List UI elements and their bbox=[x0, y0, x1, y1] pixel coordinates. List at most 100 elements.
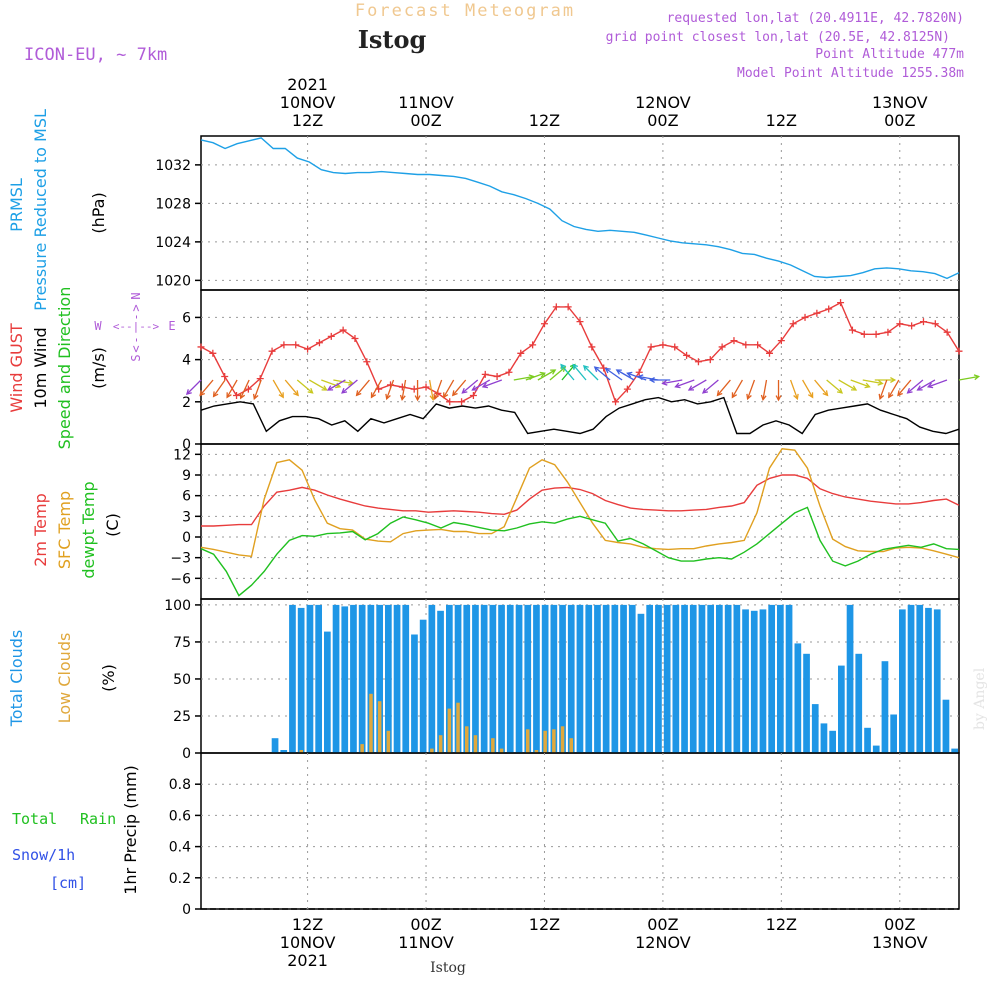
wind-arrow-head bbox=[341, 387, 348, 394]
wind-arrow-head bbox=[687, 385, 695, 391]
wind-arrow-head bbox=[560, 363, 567, 370]
gust-marker bbox=[837, 299, 845, 307]
total-clouds-bar bbox=[541, 604, 549, 753]
compass-e: E bbox=[168, 319, 175, 333]
gust-marker bbox=[540, 320, 548, 328]
gust-marker bbox=[197, 343, 205, 351]
wind-direction-arrow bbox=[850, 379, 870, 388]
bottom-time-label: 12Z bbox=[292, 915, 323, 934]
bottom-time-label: 00Z bbox=[884, 915, 915, 934]
wind-arrow-head bbox=[850, 385, 858, 391]
top-time-label: 12Z bbox=[292, 111, 323, 130]
total-clouds-bar bbox=[559, 604, 566, 753]
total-clouds-bar bbox=[585, 604, 593, 753]
low-clouds-bar bbox=[499, 748, 504, 753]
wind-arrow-head bbox=[604, 367, 611, 374]
wind-direction-arrow bbox=[327, 379, 346, 391]
gust-marker bbox=[529, 341, 537, 349]
total-clouds-bar bbox=[689, 604, 697, 753]
wind-arrow-head bbox=[615, 369, 622, 375]
pressure-panel: 1020 1024 1028 1032 bbox=[155, 135, 960, 291]
wind-arrow-head bbox=[550, 369, 557, 375]
gust-marker bbox=[919, 318, 927, 326]
wind-arrow-head bbox=[877, 379, 884, 386]
gust-marker bbox=[671, 343, 679, 351]
wind-arrow-head bbox=[822, 390, 829, 397]
wind-arrow-head bbox=[648, 377, 655, 383]
wind-arrow-head bbox=[807, 392, 814, 399]
wind-direction-arrow bbox=[958, 375, 979, 381]
gust-marker bbox=[209, 349, 217, 357]
y-tick-label: 25 bbox=[173, 709, 191, 725]
low-clouds-bar bbox=[360, 744, 364, 753]
y-tick-label: 12 bbox=[173, 447, 191, 463]
wind-direction-arrow bbox=[927, 379, 948, 388]
total-clouds-bar bbox=[672, 604, 680, 753]
wind-direction-arrow bbox=[826, 379, 843, 394]
gust-marker bbox=[446, 398, 454, 406]
wind-arrow-head bbox=[471, 385, 478, 391]
precip-unit-label: 1hr Precip (mm) bbox=[121, 765, 140, 895]
gust-marker bbox=[221, 372, 229, 380]
wind-arrow-head bbox=[888, 392, 894, 399]
y-tick-label: 0.6 bbox=[169, 808, 191, 824]
wind-direction-arrow bbox=[253, 379, 262, 400]
wind-arrow-head bbox=[760, 394, 767, 402]
wind-direction-arrow bbox=[537, 369, 556, 381]
gust-marker bbox=[576, 318, 584, 326]
total-clouds-bar bbox=[742, 609, 749, 753]
precip-frame bbox=[200, 752, 960, 910]
total-clouds-bar bbox=[811, 704, 819, 753]
total-clouds-bar bbox=[454, 604, 462, 753]
wind-arrow-head bbox=[326, 385, 334, 391]
top-time-label: 00Z bbox=[647, 111, 678, 130]
low-clouds-bar bbox=[526, 729, 530, 753]
bottom-time-label: 12Z bbox=[766, 915, 797, 934]
low-clouds-bar bbox=[491, 738, 495, 753]
wind-arrow-head bbox=[775, 395, 782, 402]
total-clouds-bar bbox=[515, 604, 523, 753]
pressure-unit-label: (hPa) bbox=[89, 192, 108, 233]
compass-glyph: > bbox=[129, 304, 143, 311]
total-clouds-bar bbox=[872, 745, 880, 753]
wind-direction-arrow bbox=[434, 379, 443, 400]
wind-direction-arrow bbox=[199, 379, 214, 396]
wind-direction-arrow bbox=[802, 379, 814, 398]
total-clouds-bar bbox=[315, 604, 322, 753]
compass-glyph: - bbox=[129, 313, 143, 320]
wind-direction-arrow bbox=[594, 366, 611, 381]
clouds-unit-label: (%) bbox=[99, 664, 118, 692]
total-clouds-bar bbox=[881, 661, 889, 753]
total-clouds-bar bbox=[698, 604, 706, 753]
bottom-time-label: 00Z bbox=[647, 915, 678, 934]
total-clouds-bar bbox=[733, 604, 741, 753]
gust-marker bbox=[908, 322, 916, 330]
low-clouds-bar bbox=[369, 693, 373, 753]
y-tick-label: 1020 bbox=[155, 273, 191, 289]
total-clouds-bar bbox=[280, 750, 288, 753]
footer-location: Istog bbox=[430, 960, 466, 976]
wind-direction-arrow bbox=[272, 379, 284, 398]
gust-marker bbox=[943, 328, 951, 336]
total-clouds-bar bbox=[297, 607, 305, 753]
wind-arrow-head bbox=[746, 393, 752, 401]
wind-arrow-head bbox=[451, 390, 458, 397]
y-tick-label: 0 bbox=[182, 902, 191, 918]
wind-direction-arrow bbox=[702, 379, 719, 394]
gust-marker bbox=[683, 351, 691, 359]
low-clouds-bar bbox=[473, 735, 478, 753]
total-clouds-bar bbox=[428, 604, 436, 753]
wind-direction-arrow bbox=[308, 379, 327, 391]
wind-arrow-head bbox=[278, 392, 284, 399]
wind-arrow-head bbox=[864, 382, 871, 389]
precip-panel: 0 0.2 0.4 0.6 0.8 bbox=[169, 752, 960, 918]
point-altitude: Point Altitude 477m bbox=[815, 47, 964, 62]
wind-direction-arrow bbox=[472, 379, 491, 391]
watermark: by Angel bbox=[972, 667, 988, 730]
wind-arrow-head bbox=[481, 382, 489, 389]
wind-direction-arrow bbox=[386, 379, 395, 400]
top-time-label: 11NOV bbox=[398, 93, 454, 112]
wind-direction-arrow bbox=[814, 379, 828, 396]
total-clouds-bar bbox=[271, 738, 279, 753]
